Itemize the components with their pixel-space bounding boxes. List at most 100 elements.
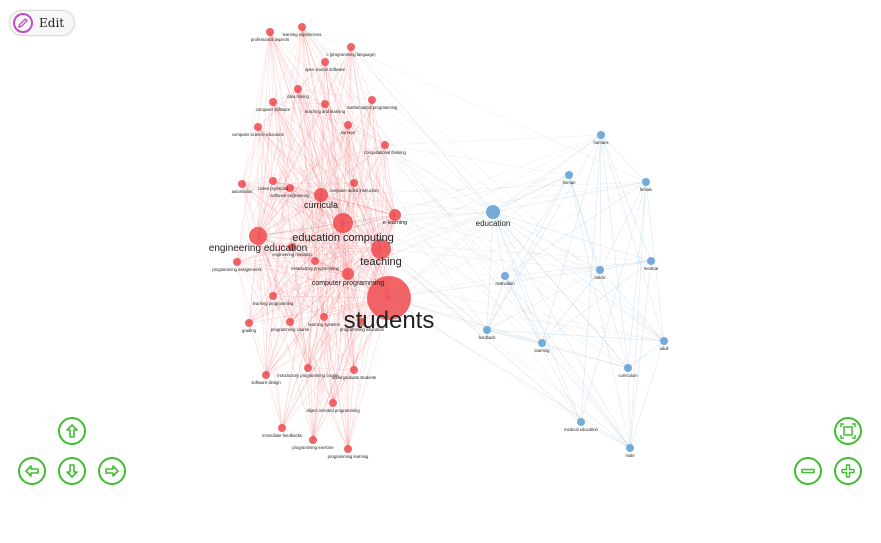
graph-edge: [269, 31, 390, 299]
graph-node-label: grading: [242, 328, 257, 333]
graph-node-grading[interactable]: [245, 319, 253, 327]
graph-node-programming-exercise[interactable]: [309, 436, 317, 444]
graph-edge: [291, 194, 322, 248]
graph-node-learning-programming[interactable]: [269, 292, 277, 300]
graph-node-learning-systems[interactable]: [320, 313, 328, 321]
graph-edge: [269, 31, 334, 404]
graph-node-object-oriented-programming[interactable]: [329, 399, 337, 407]
graph-edge: [257, 26, 303, 237]
graph-node-education-computing[interactable]: [333, 213, 353, 233]
graph-edge: [568, 174, 631, 449]
graph-edge: [297, 88, 382, 250]
graph-node-teaching-learning[interactable]: [321, 100, 329, 108]
fit-view-button[interactable]: [834, 417, 862, 445]
graph-node-learning-experiences[interactable]: [298, 23, 306, 31]
graph-node-computer-programming[interactable]: [342, 268, 354, 280]
graph-node-feedback[interactable]: [483, 326, 491, 334]
graph-node-computer-software[interactable]: [269, 98, 277, 106]
graph-edge: [320, 194, 396, 216]
graph-node-programming-course[interactable]: [286, 318, 294, 326]
graph-edge: [580, 134, 602, 423]
graph-node-programming-learning[interactable]: [344, 445, 352, 453]
graph-node-computational-thinking[interactable]: [381, 141, 389, 149]
graph-edge: [257, 235, 390, 299]
graph-edge: [629, 260, 652, 449]
graph-node-education[interactable]: [486, 205, 500, 219]
graph-node-professional-aspects[interactable]: [266, 28, 274, 36]
graph-node-engineering-research[interactable]: [288, 243, 296, 251]
graph-node-software-engineering[interactable]: [286, 184, 294, 192]
graph-edge: [347, 124, 629, 369]
graph-node-label: curricula: [304, 200, 338, 210]
graph-edge: [394, 214, 601, 271]
graph-edge: [324, 103, 386, 146]
graph-edge: [291, 246, 309, 369]
graph-node-learning[interactable]: [538, 339, 546, 347]
graph-node-undergraduate-students[interactable]: [350, 366, 358, 374]
graph-node-label: engineering education: [209, 243, 307, 254]
graph-node-label: e-learning: [383, 220, 407, 226]
graph-node-students[interactable]: [367, 276, 411, 320]
graph-edge: [312, 46, 352, 441]
graph-edge: [627, 367, 631, 449]
graph-node-immediate-feedbacks[interactable]: [278, 424, 286, 432]
graph-edge: [236, 187, 291, 263]
graph-edge: [332, 273, 349, 404]
graph-edge: [236, 126, 259, 263]
graph-node-computer-aided-instruction[interactable]: [350, 179, 358, 187]
graph-node-e-learning[interactable]: [389, 209, 401, 221]
graph-edge: [323, 214, 396, 318]
graph-node-male[interactable]: [626, 444, 634, 452]
pencil-icon: [13, 13, 33, 33]
pan-up-button[interactable]: [58, 417, 86, 445]
graph-node-curricula[interactable]: [314, 188, 328, 202]
graph-node-motivation[interactable]: [501, 272, 509, 280]
graph-node-introductory-programming-course[interactable]: [304, 364, 312, 372]
pan-right-button[interactable]: [98, 457, 126, 485]
graph-edge: [257, 126, 382, 250]
graph-edge: [297, 88, 373, 101]
graph-node-adult[interactable]: [660, 337, 668, 345]
graph-node-surveys[interactable]: [344, 121, 352, 129]
pan-left-button[interactable]: [18, 457, 46, 485]
graph-edge: [272, 101, 382, 250]
graph-node-programming-assignments[interactable]: [233, 258, 241, 266]
graph-node-data-mining[interactable]: [294, 85, 302, 93]
graph-node-codes-symbols[interactable]: [269, 177, 277, 185]
graph-node-article[interactable]: [596, 266, 604, 274]
graph-edge: [394, 214, 488, 331]
graph-edge: [281, 248, 382, 429]
graph-node-mathematical-programming[interactable]: [368, 96, 376, 104]
graph-node-female[interactable]: [642, 178, 650, 186]
graph-node-teaching[interactable]: [371, 239, 391, 259]
arrow-right-icon: [105, 465, 119, 477]
graph-node-automation[interactable]: [238, 180, 246, 188]
graph-node-label: article: [594, 275, 606, 280]
graph-node-medical-education[interactable]: [577, 418, 585, 426]
graph-node-curriculum[interactable]: [624, 364, 632, 372]
graph-node-humans[interactable]: [597, 131, 605, 139]
zoom-in-button[interactable]: [834, 457, 862, 485]
graph-edge: [568, 174, 601, 271]
graph-node-computer-science-education[interactable]: [254, 123, 262, 131]
graph-node-open-source[interactable]: [321, 58, 329, 66]
graph-node-engineering-education[interactable]: [249, 227, 267, 245]
graph-node-human[interactable]: [565, 171, 573, 179]
zoom-out-button[interactable]: [794, 457, 822, 485]
graph-edge: [504, 275, 631, 449]
graph-edge: [371, 99, 382, 250]
graph-node-software-design[interactable]: [262, 371, 270, 379]
edit-button[interactable]: Edit: [9, 10, 76, 36]
graph-node-c-language[interactable]: [347, 43, 355, 51]
pan-down-button[interactable]: [58, 457, 86, 485]
graph-node-introductory-programming[interactable]: [311, 257, 319, 265]
graph-node-medical[interactable]: [647, 257, 655, 265]
graph-edge: [291, 246, 382, 250]
graph-edge: [504, 260, 652, 277]
graph-node-programming-education[interactable]: [358, 318, 366, 326]
graph-edge: [504, 181, 647, 277]
graph-edge: [324, 103, 349, 450]
graph-edge: [297, 88, 344, 224]
graph-edge: [289, 61, 326, 323]
